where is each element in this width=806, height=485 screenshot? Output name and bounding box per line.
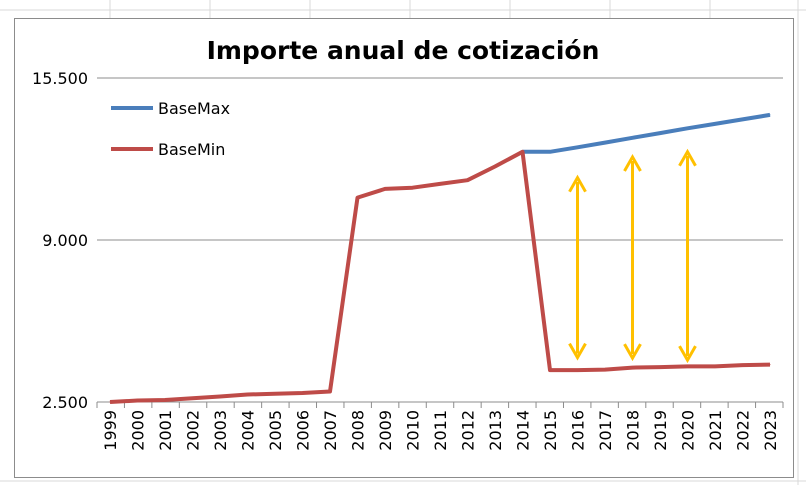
x-tick-label: 2018: [624, 410, 643, 451]
double-arrow-head-up: [568, 174, 587, 193]
y-tick-label: 2.500: [42, 393, 88, 412]
x-tick-label: 2006: [294, 410, 313, 451]
data-point-basemin: [577, 369, 578, 371]
data-point-basemin: [329, 391, 331, 393]
x-tick-label: 2023: [761, 410, 780, 451]
data-point-basemin: [549, 369, 551, 371]
data-point-basemin: [412, 187, 413, 189]
x-tick-label: 2015: [541, 410, 560, 451]
x-tick-label: 2007: [321, 410, 340, 451]
data-point-basemax: [577, 146, 578, 148]
data-point-basemin: [164, 399, 166, 401]
x-tick-label: 2013: [486, 410, 505, 451]
x-tick-label: 2009: [376, 410, 395, 451]
x-tick-label: 2005: [266, 410, 285, 451]
x-tick-label: 2022: [734, 410, 753, 451]
data-point-basemin: [494, 165, 496, 167]
data-point-basemax: [549, 151, 551, 153]
data-point-basemin: [137, 400, 138, 402]
data-point-basemin: [384, 188, 386, 190]
data-point-basemin: [769, 364, 771, 366]
x-tick-label: 2020: [679, 410, 698, 451]
x-tick-label: 2021: [706, 410, 725, 451]
data-point-basemax: [742, 118, 743, 120]
y-tick-label: 9.000: [42, 231, 88, 250]
data-point-basemin: [109, 401, 111, 403]
data-point-basemax: [769, 114, 771, 116]
legend-label-basemax: BaseMax: [158, 99, 230, 118]
data-point-basemin: [632, 367, 633, 369]
data-point-basemin: [357, 197, 358, 199]
data-point-basemin: [604, 369, 606, 371]
y-tick-label: 15.500: [32, 69, 88, 88]
data-point-basemax: [659, 132, 661, 134]
data-point-basemin: [742, 364, 743, 366]
x-tick-label: 2011: [431, 410, 450, 451]
data-point-basemin: [247, 394, 248, 396]
data-point-basemin: [439, 183, 441, 185]
data-point-basemin: [274, 393, 276, 395]
data-point-basemax: [604, 142, 606, 144]
data-point-basemin: [714, 365, 716, 367]
x-tick-label: 2010: [404, 410, 423, 451]
x-tick-label: 2017: [596, 410, 615, 451]
x-tick-label: 2004: [239, 410, 258, 451]
x-tick-label: 2012: [459, 410, 478, 451]
data-point-basemin: [192, 397, 193, 399]
x-tick-label: 2001: [156, 410, 175, 451]
series-line-basemin: [109, 149, 771, 404]
double-arrow-head-up: [678, 148, 697, 167]
x-tick-label: 2016: [569, 410, 588, 451]
data-point-basemax: [687, 127, 688, 129]
chart-title: Importe anual de cotización: [206, 36, 600, 65]
double-arrow-head-down: [623, 343, 642, 362]
x-tick-label: 1999: [101, 410, 120, 451]
x-tick-label: 2002: [184, 410, 203, 451]
x-tick-label: 2019: [651, 410, 670, 451]
data-point-basemax: [632, 137, 633, 139]
double-arrow-head-down: [678, 345, 697, 364]
double-arrow-head-down: [568, 342, 587, 361]
x-tick-label: 2000: [129, 410, 148, 451]
data-point-basemin: [219, 396, 221, 398]
data-point-basemin: [467, 179, 468, 181]
x-tick-label: 2014: [514, 410, 533, 451]
x-tick-label: 2008: [349, 410, 368, 451]
series-line-basemax: [522, 112, 771, 154]
x-tick-label: 2003: [211, 410, 230, 451]
data-point-basemin: [522, 151, 523, 153]
data-point-basemin: [302, 392, 303, 394]
legend-label-basemin: BaseMin: [158, 140, 225, 159]
data-point-basemin: [659, 366, 661, 368]
double-arrow-head-up: [623, 153, 642, 172]
data-point-basemax: [714, 123, 716, 125]
data-point-basemin: [687, 365, 688, 367]
